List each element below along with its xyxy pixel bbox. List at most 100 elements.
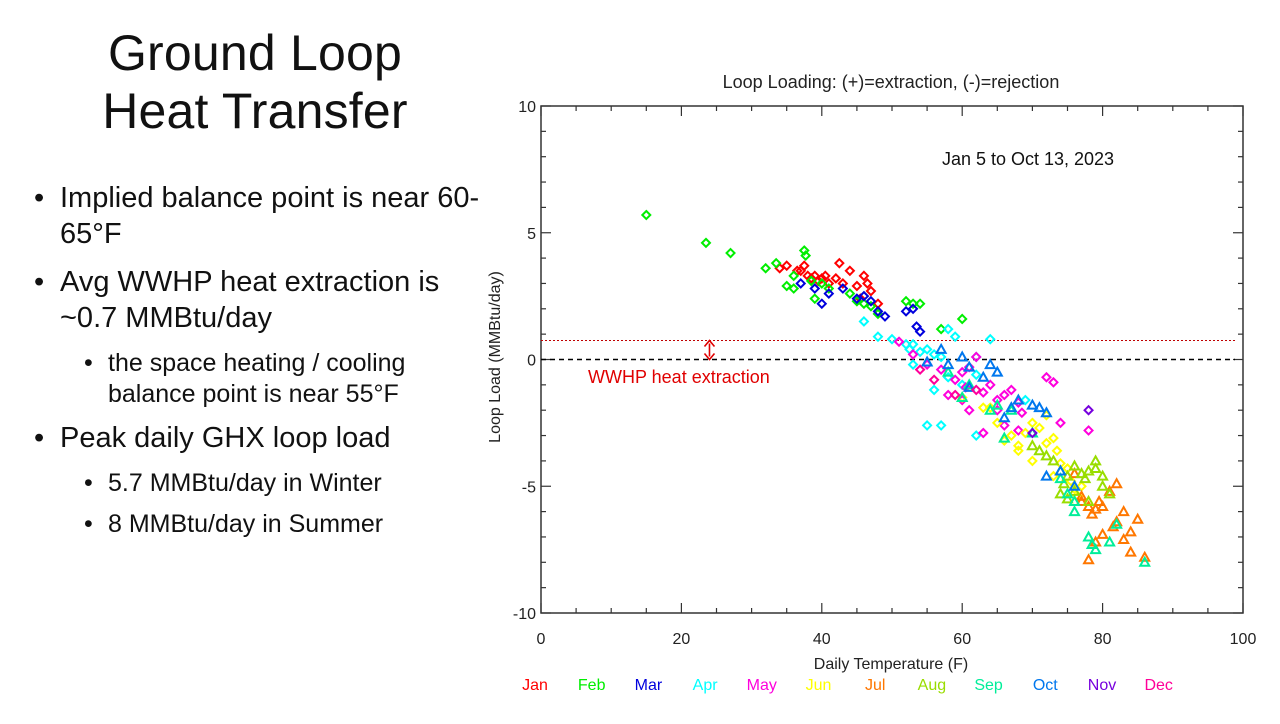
sub-bullet-summer-peak: 8 MMBtu/day in Summer — [34, 509, 484, 540]
data-point-jan — [798, 260, 810, 272]
data-point-may — [1005, 384, 1017, 396]
x-tick-label: 40 — [813, 631, 831, 648]
data-point-jul — [1096, 499, 1109, 512]
data-point-feb — [858, 298, 870, 310]
data-point-feb — [809, 293, 821, 305]
data-point-may — [1041, 371, 1052, 383]
data-point-mar — [823, 288, 835, 300]
data-point-aug — [1078, 472, 1092, 484]
data-point-jul — [1117, 532, 1130, 544]
data-point-feb — [760, 262, 772, 274]
data-point-oct — [1012, 393, 1025, 405]
loop-loading-scatter-chart: Loop Loading: (+)=extraction, (-)=reject… — [487, 72, 1256, 694]
data-point-jan — [837, 278, 849, 289]
bullet-list: Implied balance point is near 60-65°F Av… — [34, 180, 484, 550]
y-tick-label: 10 — [518, 99, 536, 116]
data-point-mar — [837, 283, 849, 294]
data-point-jul — [1124, 525, 1137, 537]
data-point-apr — [970, 369, 982, 381]
data-point-apr — [914, 346, 926, 358]
data-point-feb — [844, 288, 856, 300]
data-point-oct — [984, 358, 997, 370]
data-point-aug — [1096, 479, 1109, 491]
data-point-sep — [955, 390, 969, 403]
data-point-jan — [816, 272, 828, 284]
data-point-sep — [998, 431, 1011, 443]
legend-item-feb: Feb — [578, 677, 606, 694]
data-point-aug — [1061, 469, 1074, 481]
data-point-sep — [1089, 543, 1102, 555]
data-point-oct — [920, 355, 934, 367]
data-point-sep — [991, 398, 1004, 410]
data-point-aug — [1047, 454, 1060, 466]
data-point-aug — [1026, 439, 1039, 451]
data-point-feb — [640, 209, 652, 221]
data-point-dec — [970, 384, 982, 396]
data-point-jun — [1048, 432, 1059, 444]
data-point-may — [991, 394, 1003, 406]
data-point-jul — [1117, 505, 1130, 517]
data-point-jul — [1075, 489, 1088, 501]
data-point-may — [977, 427, 989, 439]
data-point-oct — [991, 365, 1004, 377]
data-point-feb — [700, 237, 712, 249]
data-point-apr — [921, 419, 933, 431]
data-point-may — [907, 349, 919, 360]
data-point-feb — [907, 298, 919, 310]
data-point-mar — [858, 290, 870, 302]
data-point-oct — [1005, 401, 1018, 413]
data-point-jun — [1019, 427, 1031, 439]
data-point-apr — [921, 343, 933, 355]
data-point-sep — [984, 403, 997, 415]
annotation-arrow-head-down — [703, 352, 716, 361]
data-point-feb — [823, 283, 835, 294]
data-point-jan — [865, 285, 877, 297]
data-point-jun — [1034, 422, 1045, 434]
data-point-may — [970, 351, 982, 363]
annotation-label: WWHP heat extraction — [588, 367, 770, 387]
data-point-sep — [1082, 530, 1095, 542]
data-point-may — [893, 336, 905, 348]
month-legend: Jan Feb Mar Apr May Jun Jul Aug Sep Oct Nov Dec — [522, 677, 1173, 694]
data-point-jun — [1041, 437, 1052, 449]
data-point-mar — [851, 293, 863, 305]
legend-item-sep: Sep — [974, 677, 1003, 694]
data-point-apr — [935, 351, 947, 363]
data-point-mar — [795, 278, 807, 289]
data-point-sep — [1085, 538, 1099, 550]
data-point-apr — [886, 333, 898, 345]
data-point-sep — [963, 378, 976, 390]
data-point-oct — [1068, 479, 1081, 491]
data-point-aug — [1068, 484, 1081, 496]
data-point-jan — [833, 257, 845, 269]
data-point-apr — [928, 384, 940, 396]
data-point-may — [1083, 425, 1094, 436]
data-point-jan — [781, 260, 793, 272]
data-point-sep — [1005, 403, 1018, 415]
data-point-sep — [941, 365, 955, 377]
data-point-feb — [788, 270, 800, 282]
data-point-jul — [1092, 494, 1106, 506]
y-tick-label: 0 — [527, 353, 536, 370]
data-point-jul — [1085, 507, 1099, 519]
data-point-sep — [1054, 472, 1067, 484]
data-point-apr — [942, 323, 954, 335]
legend-item-apr: Apr — [693, 677, 719, 694]
data-point-oct — [1054, 464, 1067, 476]
y-tick-label: -5 — [522, 479, 536, 496]
data-point-jun — [1026, 455, 1038, 467]
data-point-may — [1048, 376, 1059, 388]
data-point-jul — [1124, 545, 1137, 557]
data-point-sep — [1068, 494, 1081, 506]
data-point-aug — [1082, 494, 1095, 506]
legend-item-mar: Mar — [635, 677, 663, 694]
reference-lines — [541, 339, 1235, 361]
data-points — [640, 209, 1151, 567]
data-point-sep — [1068, 505, 1081, 517]
data-point-apr — [907, 359, 919, 370]
data-point-oct — [1033, 401, 1046, 413]
data-point-jul — [1103, 484, 1116, 496]
data-point-apr — [1019, 394, 1031, 406]
data-point-oct — [963, 360, 976, 372]
data-point-dec — [928, 374, 940, 386]
